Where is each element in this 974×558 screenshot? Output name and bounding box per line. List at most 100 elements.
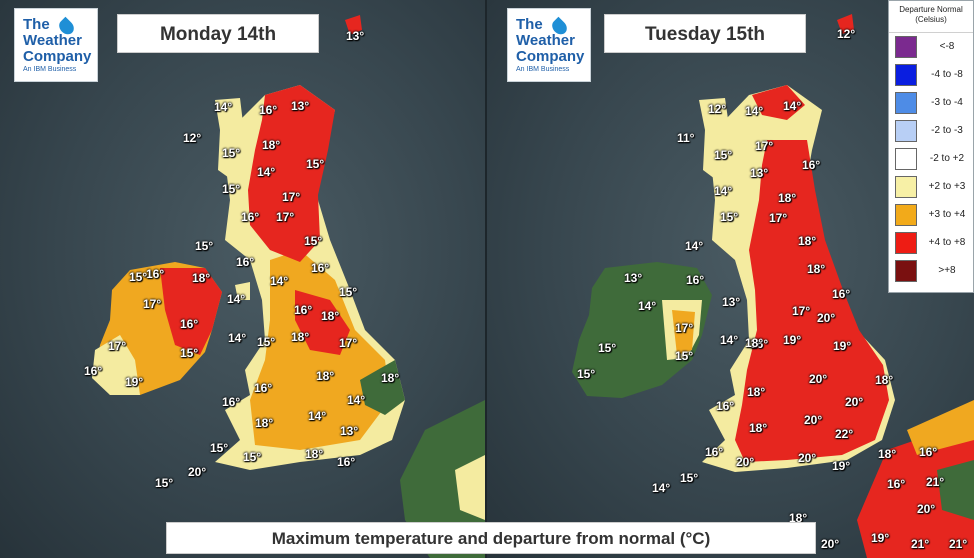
temp-label: 13° [340, 424, 359, 438]
legend-swatch [895, 260, 917, 282]
legend-label: >+8 [938, 265, 956, 276]
legend-label: -2 to -3 [931, 125, 963, 136]
temp-label: 17° [143, 297, 162, 311]
temp-label: 16° [716, 399, 735, 413]
legend-item: -3 to -4 [889, 89, 973, 117]
temp-label: 19° [832, 459, 851, 473]
legend-item: -2 to +2 [889, 145, 973, 173]
temp-label: 14° [652, 481, 671, 495]
temp-label: 16° [337, 455, 356, 469]
temp-label: 19° [833, 339, 852, 353]
temp-label: 17° [108, 339, 127, 353]
temp-label: 20° [736, 455, 755, 469]
legend-swatch [895, 232, 917, 254]
temp-label: 18° [381, 371, 400, 385]
temp-label: 18° [747, 385, 766, 399]
temp-label: 16° [294, 303, 313, 317]
legend-label: +4 to +8 [928, 237, 966, 248]
temp-label: 18° [875, 373, 894, 387]
temp-label: 20° [817, 311, 836, 325]
temp-label: 15° [598, 341, 617, 355]
temp-label: 15° [339, 285, 358, 299]
temp-label: 17° [769, 211, 788, 225]
legend-item: -4 to -8 [889, 61, 973, 89]
temp-label: 15° [195, 239, 214, 253]
uk-map-monday [92, 15, 485, 558]
uk-map-tuesday [572, 14, 974, 558]
temp-label: 15° [243, 450, 262, 464]
legend-label: -2 to +2 [929, 153, 965, 164]
map-caption: Maximum temperature and departure from n… [166, 522, 816, 554]
temp-label: 16° [311, 261, 330, 275]
temp-label: 16° [887, 477, 906, 491]
temp-label: 16° [802, 158, 821, 172]
temp-label: 14° [227, 292, 246, 306]
temp-label: 15° [129, 270, 148, 284]
day-title-tuesday: Tuesday 15th [604, 14, 806, 53]
legend-title: Departure Normal (Celsius) [889, 1, 973, 33]
temp-label: 20° [917, 502, 936, 516]
legend-swatch [895, 64, 917, 86]
temp-label: 22° [835, 427, 854, 441]
temp-label: 14° [720, 333, 739, 347]
temp-label: 20° [188, 465, 207, 479]
temp-label: 15° [680, 471, 699, 485]
temp-label: 13° [624, 271, 643, 285]
temp-label: 17° [339, 336, 358, 350]
temp-label: 17° [282, 190, 301, 204]
temp-label: 20° [804, 413, 823, 427]
temp-label: 14° [685, 239, 704, 253]
legend-label: -3 to -4 [931, 97, 963, 108]
temp-label: 15° [210, 441, 229, 455]
temp-label: 14° [745, 104, 764, 118]
temp-label: 17° [675, 321, 694, 335]
weather-company-logo: The Weather Company An IBM Business [14, 8, 98, 82]
panel-divider [485, 0, 487, 558]
legend-item: -2 to -3 [889, 117, 973, 145]
temp-label: 12° [837, 27, 856, 41]
temp-label: 21° [926, 475, 945, 489]
temp-label: 19° [871, 531, 890, 545]
temp-label: 14° [347, 393, 366, 407]
temp-label: 15° [577, 367, 596, 381]
legend-label: -4 to -8 [931, 69, 963, 80]
temp-label: 16° [222, 395, 241, 409]
temp-label: 18° [255, 416, 274, 430]
temp-label: 18° [262, 138, 281, 152]
temp-label: 20° [809, 372, 828, 386]
temp-label: 16° [686, 273, 705, 287]
temp-label: 18° [745, 336, 764, 350]
temp-label: 16° [259, 103, 278, 117]
temp-label: 14° [638, 299, 657, 313]
temp-label: 16° [236, 255, 255, 269]
day-title-monday: Monday 14th [117, 14, 319, 53]
temp-label: 21° [949, 537, 968, 551]
temp-label: 15° [180, 346, 199, 360]
temp-label: 18° [321, 309, 340, 323]
temp-label: 18° [291, 330, 310, 344]
temp-label: 17° [792, 304, 811, 318]
temp-label: 18° [192, 271, 211, 285]
temp-label: 20° [798, 451, 817, 465]
temp-label: 14° [228, 331, 247, 345]
temp-label: 17° [276, 210, 295, 224]
temp-label: 15° [714, 148, 733, 162]
temp-label: 18° [878, 447, 897, 461]
temp-label: 16° [84, 364, 103, 378]
temp-label: 15° [306, 157, 325, 171]
temp-label: 16° [254, 381, 273, 395]
weather-company-logo: The Weather Company An IBM Business [507, 8, 591, 82]
temp-label: 18° [305, 447, 324, 461]
temp-label: 13° [750, 166, 769, 180]
temp-label: 17° [755, 139, 774, 153]
temp-label: 18° [316, 369, 335, 383]
temp-label: 16° [241, 210, 260, 224]
temp-label: 15° [257, 335, 276, 349]
legend-item: +2 to +3 [889, 173, 973, 201]
temp-label: 16° [919, 445, 938, 459]
legend-swatch [895, 204, 917, 226]
temp-label: 14° [783, 99, 802, 113]
legend-items: <-8 -4 to -8 -3 to -4 -2 to -3 -2 to +2 … [889, 33, 973, 285]
temp-label: 14° [257, 165, 276, 179]
legend-label: +2 to +3 [928, 181, 966, 192]
